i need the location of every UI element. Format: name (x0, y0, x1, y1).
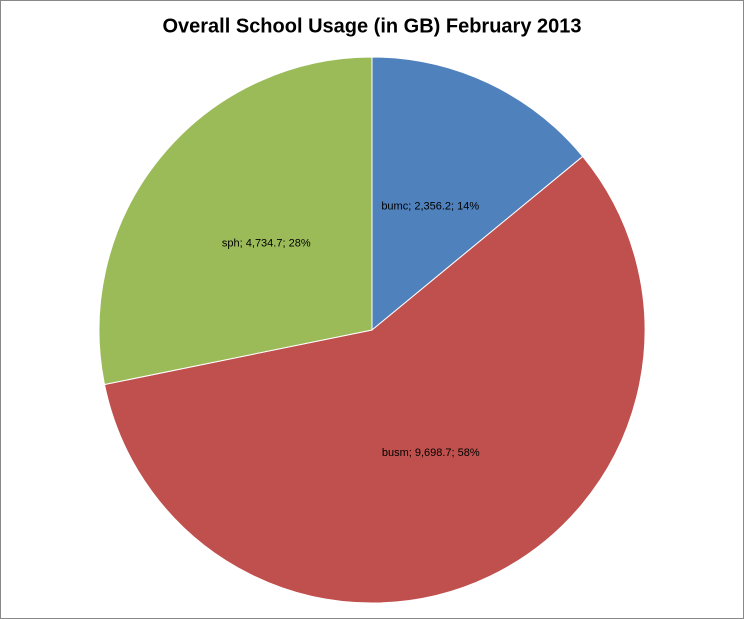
data-label: bumc; 2,356.2; 14% (381, 200, 479, 212)
chart-title: Overall School Usage (in GB) February 20… (162, 15, 581, 37)
pie-slice (98, 56, 373, 386)
pie-slice (371, 56, 584, 332)
data-label: sph; 4,734.7; 28% (222, 238, 311, 250)
data-label: busm; 9,698.7; 58% (382, 447, 480, 459)
pie-slice (103, 155, 646, 604)
